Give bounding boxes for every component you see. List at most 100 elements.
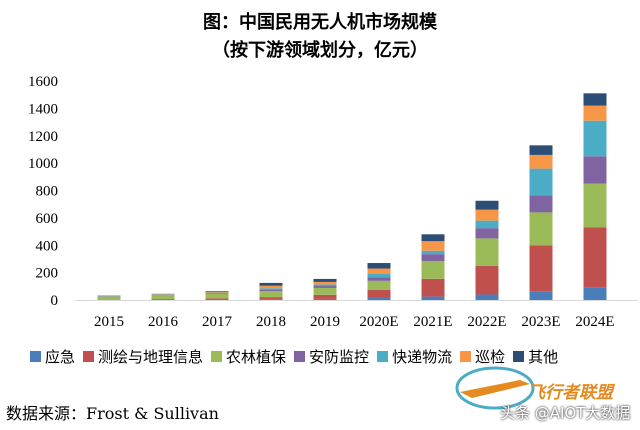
legend-swatch xyxy=(211,351,223,362)
y-tick-label: 600 xyxy=(36,211,59,227)
y-tick-label: 1400 xyxy=(28,101,58,117)
bar-segment xyxy=(367,280,391,290)
bar-segment xyxy=(367,289,391,298)
bar-segment xyxy=(367,268,391,274)
bar-segment xyxy=(529,195,553,213)
bar-segment xyxy=(529,291,553,300)
x-tick-label: 2020E xyxy=(359,314,398,330)
x-tick-label: 2015 xyxy=(94,314,124,330)
bar-segment xyxy=(421,296,445,300)
bar-segment xyxy=(313,278,337,282)
y-tick-label: 0 xyxy=(51,293,59,309)
bar-segment xyxy=(313,298,337,300)
bar-segment xyxy=(529,145,553,155)
legend-item: 测绘与地理信息 xyxy=(83,346,203,367)
legend-label: 安防监控 xyxy=(309,348,370,366)
bar-segment xyxy=(205,291,229,292)
plane-logo-icon xyxy=(455,366,535,410)
y-axis: 0 200 400 600 800 1000 1200 1400 1600 xyxy=(28,74,58,309)
legend-label: 巡检 xyxy=(475,348,506,366)
y-tick-label: 800 xyxy=(36,184,59,200)
bar-segment xyxy=(475,265,499,295)
bar-segment xyxy=(205,298,229,300)
legend-label: 其他 xyxy=(528,348,559,366)
legend-item: 快递物流 xyxy=(377,346,452,367)
legend-item: 应急 xyxy=(30,346,75,367)
bar-segment xyxy=(313,284,337,287)
bar-segment xyxy=(151,299,175,300)
bar-segment xyxy=(475,228,499,239)
bar-segment xyxy=(583,93,607,106)
bar-segment xyxy=(367,263,391,269)
bar-segment xyxy=(529,212,553,246)
bar-segment xyxy=(421,254,445,261)
legend-swatch xyxy=(377,351,389,362)
legend-label: 应急 xyxy=(45,348,76,366)
y-tick-label: 1600 xyxy=(28,74,58,90)
bar-segment xyxy=(259,288,283,290)
bar-segment xyxy=(367,273,391,278)
bar-segment xyxy=(367,297,391,300)
y-tick-label: 400 xyxy=(36,238,59,254)
bar-segment xyxy=(205,299,229,300)
bar-segment xyxy=(421,241,445,251)
x-axis: 2015 2016 2017 2018 2019 2020E 2021E 2022E 2023E… xyxy=(75,300,638,330)
legend-item: 其他 xyxy=(513,346,558,367)
y-tick-label: 1200 xyxy=(28,129,58,145)
chart-subtitle: （按下游领域划分，亿元） xyxy=(212,40,428,61)
bar-segment xyxy=(259,297,283,300)
x-tick-label: 2016 xyxy=(148,314,179,330)
chart-title: 图：中国民用无人机市场规模 xyxy=(203,12,437,33)
y-tick-label: 200 xyxy=(36,266,59,282)
source-note: 数据来源：Frost & Sullivan xyxy=(6,404,219,423)
legend-item: 农林植保 xyxy=(211,346,286,367)
bar-segment xyxy=(583,120,607,157)
chart-legend: 应急 测绘与地理信息 农林植保 安防监控 快递物流 巡检 其他 xyxy=(30,346,640,367)
bar-segment xyxy=(475,294,499,300)
bar-segment xyxy=(205,291,229,293)
bar-segment xyxy=(421,278,445,297)
bar-segment xyxy=(259,299,283,300)
bars xyxy=(97,93,607,300)
bar-segment xyxy=(259,282,283,286)
bar-segment xyxy=(97,296,121,300)
bar-segment xyxy=(529,154,553,169)
bar-segment xyxy=(259,289,283,291)
legend-swatch xyxy=(460,351,472,362)
bar-segment xyxy=(151,295,175,300)
legend-swatch xyxy=(294,351,306,362)
x-tick-label: 2021E xyxy=(413,314,452,330)
bar-segment xyxy=(421,260,445,279)
bar-segment xyxy=(313,281,337,285)
bar-segment xyxy=(421,234,445,242)
x-tick-label: 2017 xyxy=(202,314,233,330)
bar-segment xyxy=(367,277,391,281)
legend-label: 农林植保 xyxy=(226,348,287,366)
x-tick-label: 2022E xyxy=(467,314,506,330)
legend-label: 快递物流 xyxy=(392,348,453,366)
bar-segment xyxy=(313,286,337,288)
bar-segment xyxy=(475,200,499,210)
bar-segment xyxy=(259,290,283,298)
watermark-brand: 飞行者联盟 xyxy=(528,383,613,403)
legend-swatch xyxy=(30,351,41,362)
legend-item: 巡检 xyxy=(460,346,505,367)
bar-segment xyxy=(529,245,553,292)
bar-segment xyxy=(583,105,607,121)
legend-label: 测绘与地理信息 xyxy=(98,348,204,366)
bar-segment xyxy=(583,287,607,300)
x-tick-label: 2024E xyxy=(575,314,614,330)
bar-segment xyxy=(313,287,337,295)
bar-segment xyxy=(583,156,607,184)
bar-segment xyxy=(529,168,553,196)
bar-segment xyxy=(583,183,607,228)
bar-segment xyxy=(421,250,445,255)
x-tick-label: 2018 xyxy=(256,314,286,330)
y-tick-label: 1000 xyxy=(28,156,58,172)
bar-segment xyxy=(475,220,499,229)
bar-segment xyxy=(475,209,499,221)
bar-segment xyxy=(259,285,283,289)
legend-swatch xyxy=(83,351,95,362)
legend-swatch xyxy=(513,351,525,362)
